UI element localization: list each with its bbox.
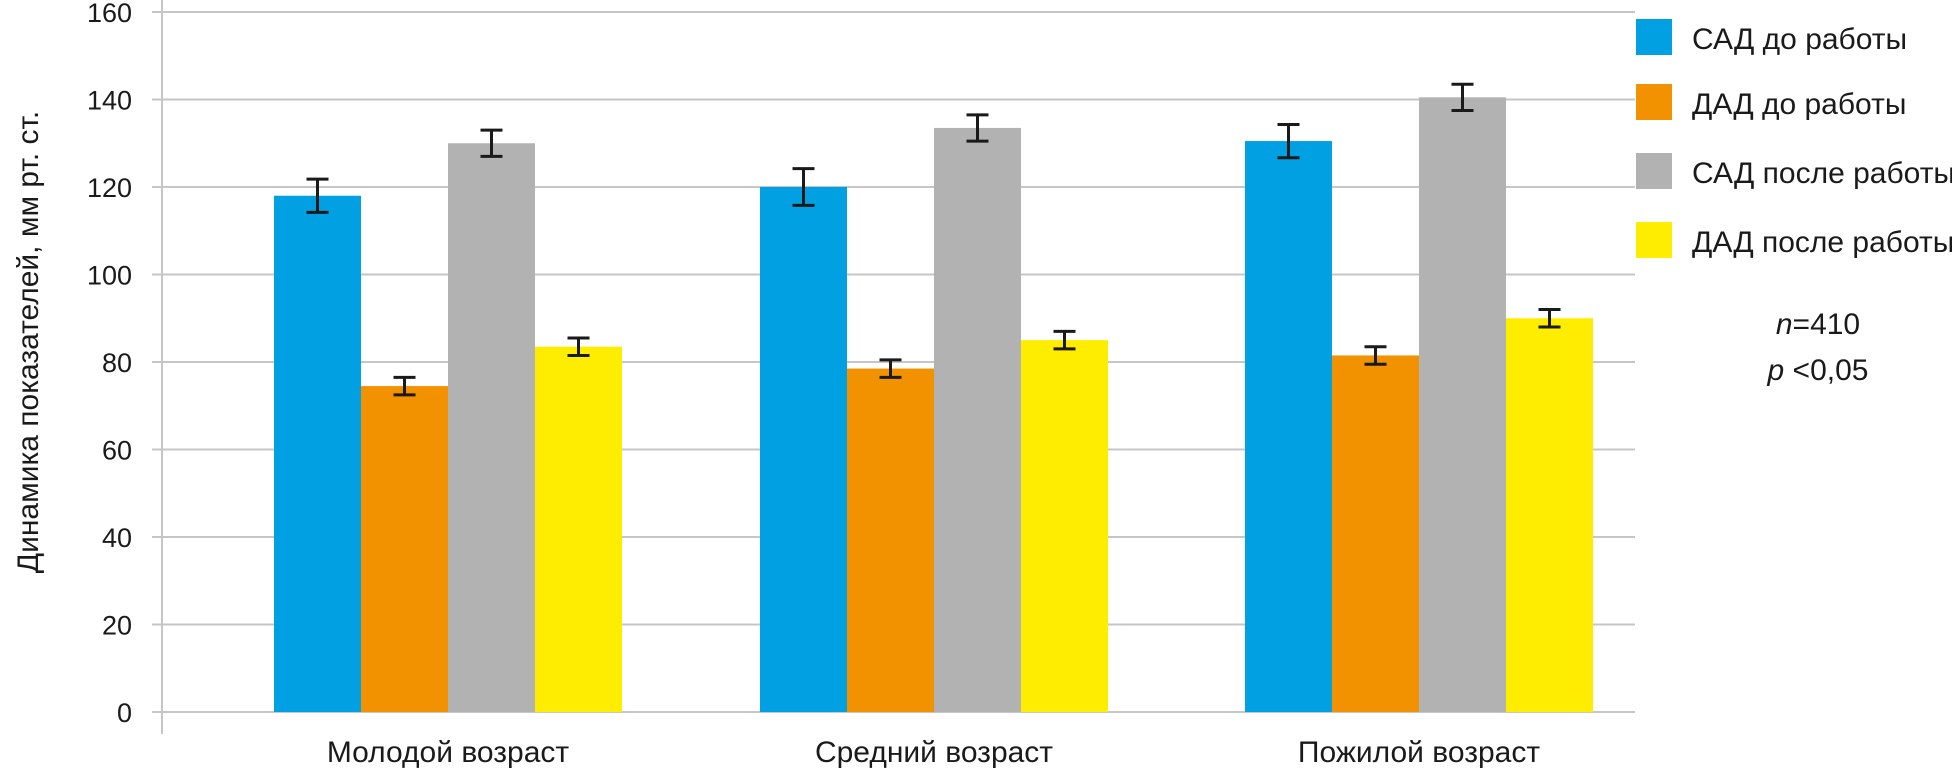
bar	[361, 386, 448, 712]
y-tick-label: 100	[87, 261, 132, 291]
error-bar	[1053, 329, 1076, 351]
error-bar	[1277, 122, 1300, 160]
error-bar	[1538, 308, 1561, 329]
bar	[448, 143, 535, 712]
bar	[760, 187, 847, 712]
error-bar	[480, 128, 503, 158]
legend-label: САД до работы	[1692, 23, 1907, 56]
error-bar	[966, 113, 989, 143]
error-bars	[306, 82, 1561, 397]
legend-swatch	[1636, 153, 1672, 189]
legend: САД до работы ДАД до работы САД после рабо…	[1636, 19, 1952, 259]
bar	[1332, 355, 1419, 712]
bars	[274, 97, 1593, 712]
bar	[934, 127, 1021, 712]
error-bar	[567, 336, 590, 357]
legend-item: САД после работы	[1636, 153, 1952, 190]
legend-label: САД после работы	[1692, 157, 1952, 190]
error-bar	[306, 177, 329, 214]
bar	[535, 346, 622, 712]
legend-item: ДАД после работы	[1636, 222, 1952, 259]
bar	[847, 368, 934, 712]
legend-swatch	[1636, 84, 1672, 120]
p-value: <0,05	[1784, 354, 1868, 387]
n-value: =410	[1793, 308, 1861, 341]
y-tick-label: 80	[102, 348, 132, 378]
error-bar	[393, 375, 416, 397]
error-bar	[1451, 82, 1474, 112]
n-symbol: n	[1776, 308, 1793, 341]
error-bar	[1364, 345, 1387, 366]
bar	[1245, 141, 1332, 712]
y-tick-label: 60	[102, 436, 132, 466]
error-bar	[879, 358, 902, 379]
y-tick-labels: 0 20 40 60 80 100 120 140 160	[87, 0, 132, 728]
category-labels: Молодой возраст Средний возраст Пожилой во…	[327, 736, 1541, 769]
bar	[1506, 318, 1593, 712]
stats-note: n=410 p <0,05	[1767, 308, 1869, 387]
y-tick-label: 140	[87, 86, 132, 116]
bar	[274, 195, 361, 712]
legend-item: ДАД до работы	[1636, 84, 1906, 121]
p-annotation: p <0,05	[1767, 354, 1869, 387]
legend-swatch	[1636, 19, 1672, 55]
p-symbol: p	[1767, 354, 1785, 387]
legend-label: ДАД до работы	[1692, 88, 1906, 121]
legend-item: САД до работы	[1636, 19, 1907, 56]
n-annotation: n=410	[1776, 308, 1860, 341]
y-tick-label: 120	[87, 173, 132, 203]
bar	[1419, 97, 1506, 712]
bar	[1021, 340, 1108, 712]
category-label: Пожилой возраст	[1298, 736, 1540, 769]
category-label: Средний возраст	[815, 736, 1053, 769]
y-tick-label: 0	[117, 698, 132, 728]
y-tick-label: 20	[102, 611, 132, 641]
legend-swatch	[1636, 222, 1672, 258]
y-axis-title: Динамика показателей, мм рт. ст.	[12, 111, 45, 574]
y-tick-label: 40	[102, 523, 132, 553]
category-label: Молодой возраст	[327, 736, 570, 769]
y-tick-label: 160	[87, 0, 132, 28]
error-bar	[792, 167, 815, 207]
legend-label: ДАД после работы	[1692, 226, 1952, 259]
